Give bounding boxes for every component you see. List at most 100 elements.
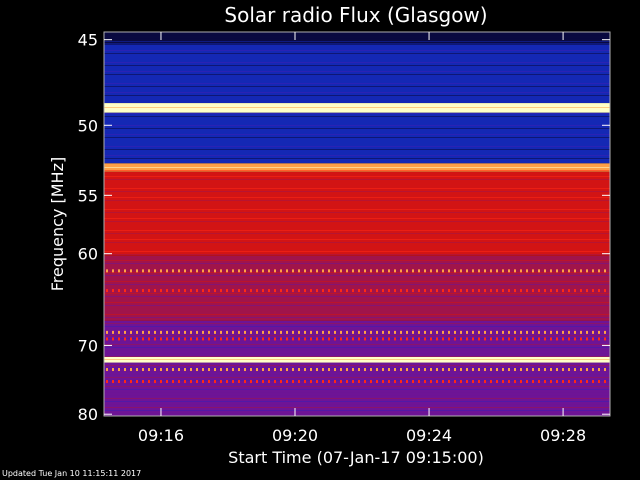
flux-dot (580, 337, 582, 341)
flux-dot (226, 269, 228, 273)
flux-dot (556, 380, 558, 384)
flux-dot (274, 337, 276, 341)
noise-row (104, 374, 610, 375)
flux-dot (148, 368, 150, 372)
noise-row (104, 56, 610, 57)
noise-row (104, 287, 610, 288)
flux-dot (280, 380, 282, 384)
flux-dot (544, 368, 546, 372)
flux-dot (334, 368, 336, 372)
flux-dot (352, 380, 354, 384)
noise-row (104, 143, 610, 144)
flux-dot (376, 380, 378, 384)
flux-dot (502, 330, 504, 334)
flux-dot (598, 330, 600, 334)
flux-dot (166, 368, 168, 372)
x-tick-label: 09:28 (540, 426, 586, 445)
noise-row (104, 86, 610, 87)
flux-dot (202, 269, 204, 273)
flux-dot (490, 269, 492, 273)
flux-dot (274, 269, 276, 273)
heatmap (104, 32, 610, 416)
flux-dot (286, 289, 288, 293)
flux-dot (304, 337, 306, 341)
flux-dot (172, 380, 174, 384)
y-tick-label: 45 (78, 31, 98, 50)
flux-dot (442, 337, 444, 341)
flux-dot (532, 337, 534, 341)
noise-row (104, 110, 610, 111)
flux-dot (550, 269, 552, 273)
flux-dot (580, 380, 582, 384)
noise-row (104, 389, 610, 390)
flux-dot (466, 368, 468, 372)
flux-dot (418, 368, 420, 372)
flux-dot (490, 330, 492, 334)
noise-row (104, 200, 610, 201)
flux-dot (202, 380, 204, 384)
flux-dot (580, 289, 582, 293)
noise-row (104, 149, 610, 150)
flux-dot (196, 269, 198, 273)
flux-dot (598, 289, 600, 293)
flux-dot (112, 269, 114, 273)
noise-row (104, 215, 610, 216)
flux-dot (460, 337, 462, 341)
noise-row (104, 71, 610, 72)
flux-dot (268, 330, 270, 334)
flux-dot (514, 337, 516, 341)
flux-dot (292, 330, 294, 334)
flux-dot (574, 330, 576, 334)
noise-row (104, 95, 610, 96)
flux-dot (544, 380, 546, 384)
flux-dot (292, 269, 294, 273)
flux-dot (208, 269, 210, 273)
flux-dot (472, 330, 474, 334)
flux-dot (352, 330, 354, 334)
flux-dot (454, 289, 456, 293)
flux-dot (232, 380, 234, 384)
flux-dot (208, 289, 210, 293)
flux-dot (538, 289, 540, 293)
y-tick-label: 55 (78, 186, 98, 205)
noise-row (104, 404, 610, 405)
flux-dot (250, 269, 252, 273)
flux-dot (454, 337, 456, 341)
noise-row (104, 302, 610, 303)
flux-dot (214, 368, 216, 372)
flux-dot (442, 289, 444, 293)
flux-dot (172, 368, 174, 372)
noise-row (104, 209, 610, 210)
flux-dot (136, 337, 138, 341)
flux-dot (400, 289, 402, 293)
y-axis-label: Frequency [MHz] (48, 157, 67, 291)
noise-row (104, 44, 610, 45)
flux-dot (400, 330, 402, 334)
noise-row (104, 137, 610, 138)
flux-dot (502, 337, 504, 341)
flux-dot (160, 380, 162, 384)
flux-dot (472, 269, 474, 273)
flux-dot (346, 337, 348, 341)
noise-row (104, 257, 610, 258)
noise-row (104, 140, 610, 141)
flux-dot (562, 289, 564, 293)
noise-row (104, 98, 610, 99)
noise-row (104, 341, 610, 342)
flux-dot (568, 330, 570, 334)
flux-dot (124, 380, 126, 384)
flux-dot (430, 337, 432, 341)
flux-dot (508, 368, 510, 372)
flux-dot (394, 337, 396, 341)
flux-dot (334, 380, 336, 384)
flux-dot (136, 380, 138, 384)
flux-dot (382, 269, 384, 273)
flux-dot (148, 289, 150, 293)
flux-dot (196, 368, 198, 372)
flux-dot (340, 380, 342, 384)
flux-dot (562, 380, 564, 384)
flux-dot (598, 337, 600, 341)
flux-dot (184, 330, 186, 334)
flux-dot (454, 368, 456, 372)
flux-dot (340, 368, 342, 372)
